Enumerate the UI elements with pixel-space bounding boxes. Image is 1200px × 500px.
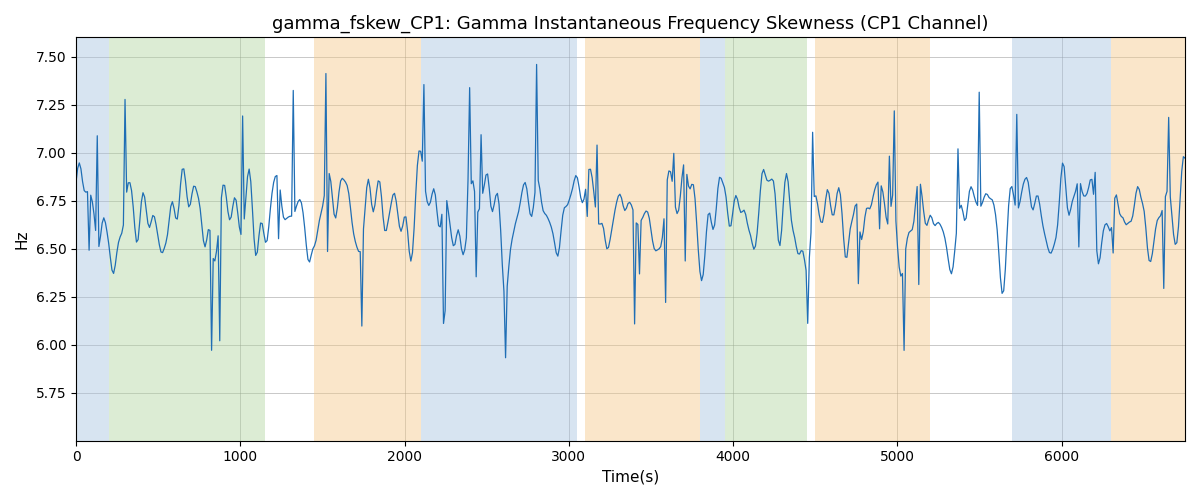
Bar — [314, 38, 421, 440]
Bar — [421, 38, 577, 440]
Bar — [109, 38, 265, 440]
Bar — [1111, 38, 1186, 440]
Bar — [1013, 38, 1111, 440]
Title: gamma_fskew_CP1: Gamma Instantaneous Frequency Skewness (CP1 Channel): gamma_fskew_CP1: Gamma Instantaneous Fre… — [272, 15, 989, 34]
Bar — [586, 38, 701, 440]
Bar — [725, 38, 808, 440]
Bar — [76, 38, 109, 440]
Y-axis label: Hz: Hz — [14, 230, 30, 249]
X-axis label: Time(s): Time(s) — [602, 470, 659, 485]
Bar — [815, 38, 930, 440]
Bar — [701, 38, 725, 440]
